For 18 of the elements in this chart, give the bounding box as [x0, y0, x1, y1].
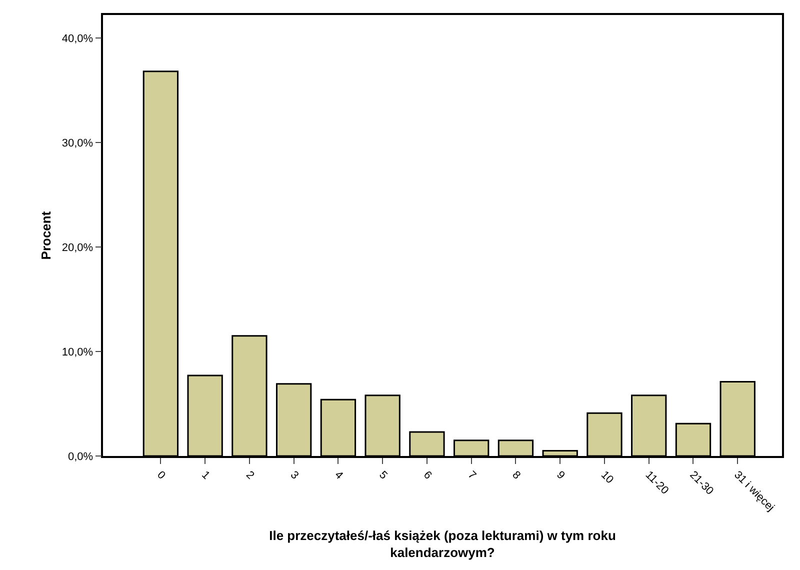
x-tick-label: 10	[598, 468, 616, 486]
x-tick-label: 5	[376, 468, 390, 482]
x-tick-label: 3	[288, 468, 301, 482]
x-axis-title: Ile przeczytałeś/-łaś książek (poza lekturami) w tym roku kalendarzowym?	[269, 528, 616, 560]
x-tick-label: 0	[154, 468, 168, 482]
x-tick-label: 4	[332, 468, 346, 482]
y-axis-title: Procent	[38, 210, 54, 260]
x-tick-label: 9	[554, 468, 567, 482]
y-tick-label: 30,0%	[62, 137, 94, 150]
y-tick-label: 20,0%	[62, 242, 94, 254]
x-tick-label: 8	[510, 468, 523, 482]
y-tick-label: 0,0%	[68, 450, 94, 463]
x-tick-label: 7	[465, 468, 478, 482]
x-tick-label: 2	[243, 468, 256, 482]
y-tick-label: 40,0%	[62, 32, 94, 45]
x-tick-label: 6	[420, 468, 434, 482]
x-tick-label: 1	[199, 468, 212, 482]
y-tick-label: 10,0%	[62, 346, 94, 358]
